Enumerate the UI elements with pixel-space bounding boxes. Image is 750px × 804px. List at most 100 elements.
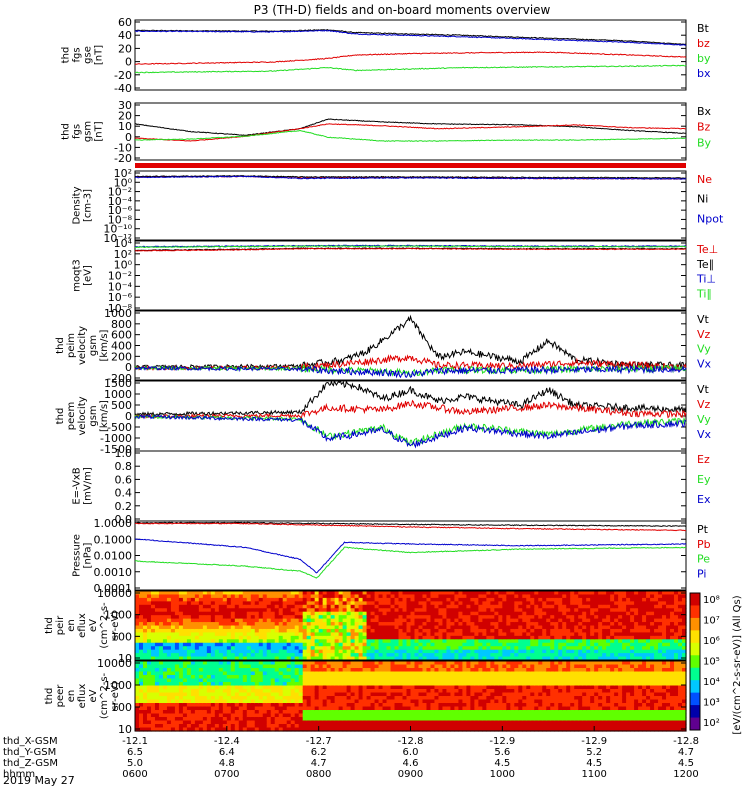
spectrogram-cell (335, 682, 340, 686)
spectrogram-cell (391, 639, 396, 643)
spectrogram-cell (526, 626, 531, 630)
legend-entry: Te∥ (696, 258, 714, 271)
spectrogram-cell (426, 724, 431, 728)
spectrogram-cell (506, 710, 511, 714)
spectrogram-cell (678, 626, 683, 630)
spectrogram-cell (319, 619, 324, 623)
spectrogram-cell (442, 714, 447, 718)
spectrogram-cell (446, 675, 451, 679)
spectrogram-cell (411, 668, 416, 672)
spectrogram-cell (167, 707, 172, 711)
spectrogram-cell (586, 612, 591, 616)
spectrogram-cell (462, 643, 467, 647)
spectrogram-cell (638, 626, 643, 630)
spectrogram-cell (139, 608, 144, 612)
spectrogram-cell (403, 653, 408, 657)
spectrogram-cell (582, 646, 587, 650)
spectrogram-cell (215, 594, 220, 598)
spectrogram-cell (403, 622, 408, 626)
spectrogram-cell (227, 668, 232, 672)
spectrogram-cell (263, 646, 268, 650)
spectrogram-cell (315, 605, 320, 609)
spectrogram-cell (582, 601, 587, 605)
spectrogram-cell (562, 601, 567, 605)
spectrogram-cell (347, 714, 352, 718)
spectrogram-cell (438, 665, 443, 669)
spectrogram-cell (315, 675, 320, 679)
spectrogram-cell (299, 675, 304, 679)
spectrogram-cell (323, 591, 328, 595)
spectrogram-cell (255, 661, 260, 665)
spectrogram-cell (426, 700, 431, 704)
spectrogram-cell (422, 724, 427, 728)
spectrogram-cell (223, 661, 228, 665)
spectrogram-cell (442, 598, 447, 602)
spectrogram-cell (155, 707, 160, 711)
spectrogram-cell (351, 598, 356, 602)
spectrogram-cell (542, 639, 547, 643)
spectrogram-cell (466, 646, 471, 650)
spectrogram-cell (339, 700, 344, 704)
spectrogram-cell (426, 646, 431, 650)
spectrogram-cell (470, 639, 475, 643)
spectrogram-cell (446, 643, 451, 647)
spectrogram-cell (135, 665, 140, 669)
spectrogram-cell (319, 696, 324, 700)
spectrogram-cell (399, 626, 404, 630)
spectrogram-cell (263, 700, 268, 704)
spectrogram-cell (175, 612, 180, 616)
spectrogram-cell (403, 650, 408, 654)
spectrogram-cell (283, 707, 288, 711)
spectrogram-cell (411, 724, 416, 728)
spectrogram-cell (602, 639, 607, 643)
spectrogram-cell (355, 646, 360, 650)
spectrogram-cell (147, 626, 152, 630)
spectrogram-cell (418, 653, 423, 657)
spectrogram-cell (343, 653, 348, 657)
spectrogram-cells (135, 591, 687, 661)
spectrogram-cell (315, 672, 320, 676)
spectrogram-cell (606, 594, 611, 598)
spectrogram-cell (287, 668, 292, 672)
spectrogram-cell (207, 707, 212, 711)
spectrogram-cell (426, 679, 431, 683)
spectrogram-cell (327, 612, 332, 616)
spectrogram-cell (626, 612, 631, 616)
spectrogram-cell (343, 721, 348, 725)
spectrogram-cell (227, 608, 232, 612)
spectrogram-cell (255, 639, 260, 643)
spectrogram-cell (231, 605, 236, 609)
spectrogram-cell (251, 650, 256, 654)
spectrogram-cell (363, 612, 368, 616)
spectrogram-cell (367, 632, 372, 636)
spectrogram-cell (411, 608, 416, 612)
spectrogram-cell (359, 646, 364, 650)
spectrogram-cell (251, 598, 256, 602)
spectrogram-cell (339, 717, 344, 721)
spectrogram-cell (307, 653, 312, 657)
spectrogram-cell (267, 707, 272, 711)
spectrogram-cell (163, 682, 168, 686)
spectrogram-cell (642, 646, 647, 650)
spectrogram-cell (243, 672, 248, 676)
spectrogram-cell (594, 636, 599, 640)
spectrogram-cell (395, 626, 400, 630)
spectrogram-cell (215, 675, 220, 679)
spectrogram-cell (474, 689, 479, 693)
spectrogram-cell (411, 601, 416, 605)
spectrogram-cell (271, 601, 276, 605)
spectrogram-cell (319, 710, 324, 714)
spectrogram-cell (223, 622, 228, 626)
spectrogram-cell (339, 636, 344, 640)
spectrogram-cell (430, 615, 435, 619)
spectrogram-cell (494, 598, 499, 602)
spectrogram-cell (223, 721, 228, 725)
spectrogram-cell (371, 682, 376, 686)
spectrogram-cell (478, 707, 483, 711)
spectrogram-cell (510, 693, 515, 697)
ylabel-line: [nPa] (83, 542, 94, 568)
spectrogram-cell (351, 619, 356, 623)
spectrogram-cell (662, 639, 667, 643)
spectrogram-cell (606, 646, 611, 650)
